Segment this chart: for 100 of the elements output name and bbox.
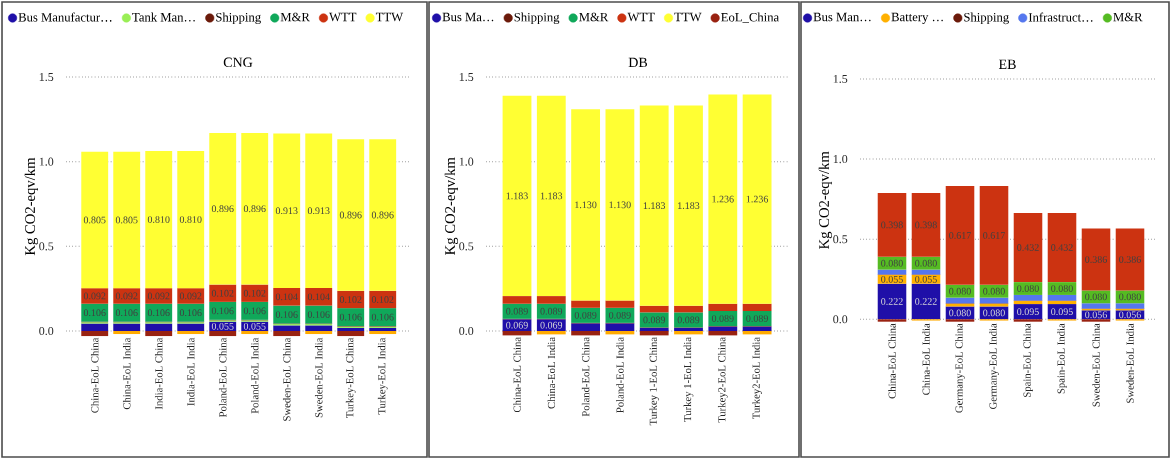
x-tick-label: China-EoL China <box>513 337 521 413</box>
data-label: 0.432 <box>1017 244 1039 251</box>
legend-label: TTW <box>375 12 404 22</box>
data-label: 0.106 <box>179 309 202 317</box>
x-tick-label: Turkey-EoL India <box>377 337 388 415</box>
x-tick-label: India-EoL India <box>186 337 195 406</box>
y-axis-title: Kg CO2-eqv/km <box>444 157 459 255</box>
data-label: 0.810 <box>147 216 170 223</box>
data-label: 0.913 <box>275 207 298 215</box>
chart-title: CNG <box>223 57 253 68</box>
y-tick-label: 0.0 <box>39 326 54 336</box>
x-tick-label: Poland-EoL India <box>250 337 259 414</box>
data-label: 0.092 <box>179 292 202 300</box>
data-label: 0.095 <box>1051 308 1073 316</box>
legend-label: Battery … <box>891 12 943 24</box>
legend-label: M&R <box>280 12 310 22</box>
data-label: 0.080 <box>1051 285 1073 292</box>
data-label: 0.805 <box>83 216 106 224</box>
x-tick-label: Germany-EoL China <box>955 323 965 413</box>
data-label: 0.069 <box>506 321 528 329</box>
data-label: 1.183 <box>540 192 563 200</box>
x-tick-label: Sweden-EoL India <box>1126 323 1134 403</box>
legend-label: Infrastruct… <box>1028 12 1093 22</box>
y-axis-title: Kg CO2-eqv/km <box>818 151 833 250</box>
data-label: 0.092 <box>83 292 106 300</box>
data-label: 1.183 <box>506 192 528 200</box>
data-label: 0.106 <box>307 311 330 318</box>
legend-label: Shipping <box>514 12 560 25</box>
data-label: 0.432 <box>1051 244 1073 251</box>
data-label: 0.106 <box>211 307 234 315</box>
data-label: 1.183 <box>678 202 700 210</box>
data-label: 0.080 <box>915 259 937 267</box>
data-label: 0.805 <box>115 216 138 224</box>
x-tick-label: China-EoL India <box>547 337 556 409</box>
data-label: 0.398 <box>881 221 903 229</box>
data-label: 0.913 <box>307 207 330 215</box>
data-label: 0.056 <box>1085 311 1107 319</box>
data-label: 0.089 <box>711 315 734 322</box>
data-label: 0.104 <box>307 293 330 301</box>
data-label: 0.102 <box>339 296 362 303</box>
data-label: 0.106 <box>115 309 138 317</box>
data-label: 0.102 <box>243 289 266 297</box>
y-tick-label: 0.5 <box>833 235 848 244</box>
data-label: 0.080 <box>949 287 971 295</box>
legend-label: Shipping <box>964 12 1009 25</box>
data-label: 0.106 <box>371 313 394 321</box>
data-label: 0.896 <box>211 205 234 213</box>
legend-label: TTW <box>674 12 702 22</box>
data-label: 0.080 <box>983 309 1005 317</box>
x-tick-label: Turkey 1-EoL India <box>683 337 694 422</box>
data-label: 0.089 <box>574 311 597 319</box>
data-label: 0.095 <box>1017 308 1039 316</box>
data-label: 0.810 <box>179 216 202 223</box>
legend-label: Tank Man… <box>132 12 195 22</box>
data-label: 0.617 <box>949 232 971 239</box>
data-label: 0.069 <box>540 321 563 329</box>
x-tick-label: China-EoL India <box>122 337 131 410</box>
x-tick-label: Sweden-EoL China <box>282 337 291 421</box>
x-tick-label: Turkey-EoL China <box>345 337 356 418</box>
data-label: 0.056 <box>1119 311 1141 319</box>
data-label: 0.104 <box>275 293 298 301</box>
data-label: 0.089 <box>677 316 700 324</box>
data-label: 0.080 <box>1119 293 1141 301</box>
data-label: 0.102 <box>211 289 234 297</box>
x-tick-label: Sweden-EoL India <box>314 337 323 418</box>
x-tick-label: India-EoL China <box>154 337 163 410</box>
legend-label: Bus Man… <box>813 12 871 22</box>
data-label: 0.896 <box>339 211 362 219</box>
y-tick-label: 0.0 <box>459 326 474 336</box>
data-label: 0.055 <box>243 322 266 330</box>
legend-label: M&R <box>1113 12 1143 22</box>
data-label: 0.089 <box>609 311 631 319</box>
x-tick-label: Sweden-EoL China <box>1092 323 1100 407</box>
x-tick-label: Turkey2-EoL India <box>752 337 762 420</box>
x-tick-label: Germany-EoL India <box>989 323 999 410</box>
data-label: 0.055 <box>211 322 234 330</box>
data-label: 0.055 <box>881 275 903 283</box>
data-label: 0.080 <box>949 309 971 317</box>
data-label: 0.089 <box>746 315 768 322</box>
data-label: 1.183 <box>643 202 666 210</box>
data-label: 0.896 <box>371 211 394 219</box>
data-label: 0.106 <box>275 311 298 318</box>
x-tick-label: Poland-EoL China <box>581 337 590 417</box>
x-tick-label: Poland-EoL China <box>218 337 227 418</box>
data-label: 0.386 <box>1085 256 1107 263</box>
x-tick-label: Turkey2-EoL China <box>717 337 728 423</box>
x-tick-label: China-EoL China <box>90 337 99 413</box>
data-label: 0.222 <box>881 298 903 305</box>
data-label: 0.102 <box>371 296 394 303</box>
data-label: 0.106 <box>339 313 362 321</box>
legend-label: EoL_China <box>721 12 779 24</box>
y-tick-label: 1.5 <box>39 72 54 82</box>
data-label: 0.386 <box>1119 256 1141 263</box>
x-tick-label: Poland-EoL India <box>616 337 624 413</box>
data-label: 1.236 <box>712 195 734 203</box>
data-label: 0.055 <box>915 275 937 283</box>
legend-label: M&R <box>579 12 609 22</box>
data-label: 0.617 <box>983 232 1005 239</box>
x-tick-label: China-EoL China <box>888 323 896 399</box>
y-tick-label: 1.0 <box>833 155 848 164</box>
